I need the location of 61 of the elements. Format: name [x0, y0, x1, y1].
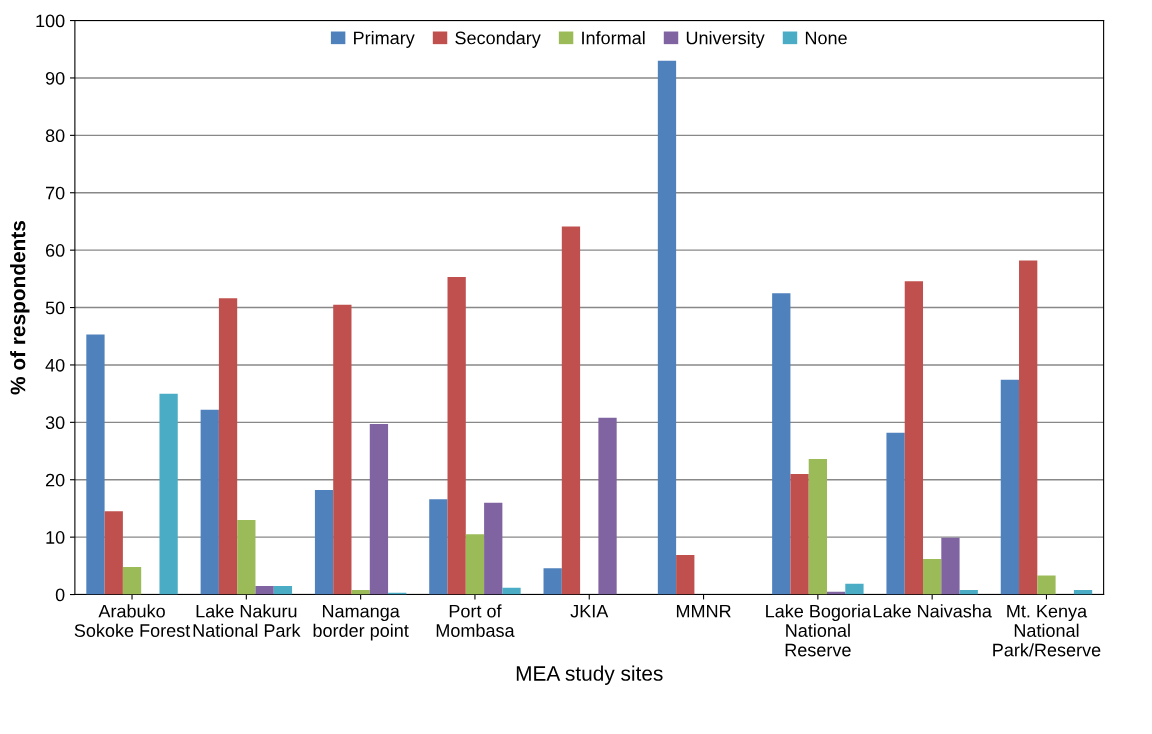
- bar: [104, 511, 123, 595]
- bar: [941, 537, 960, 595]
- bar: [369, 424, 389, 595]
- y-tick-label: 100: [36, 14, 65, 28]
- bar: [657, 60, 677, 595]
- y-tick-label: 60: [45, 244, 65, 257]
- legend-label: University: [686, 31, 765, 48]
- bar: [484, 502, 503, 595]
- bar: [86, 334, 105, 595]
- bar: [561, 226, 581, 595]
- bar: [237, 519, 256, 595]
- y-tick-label: 20: [45, 473, 65, 487]
- bar: [1037, 575, 1056, 595]
- bar: [1019, 260, 1038, 595]
- bar: [502, 587, 521, 595]
- x-tick-label: Arabuko Sokoke Forest: [74, 604, 191, 637]
- x-tick-label: Port of Mombasa: [436, 604, 515, 637]
- legend-label: Secondary: [455, 31, 541, 48]
- bar: [886, 432, 905, 595]
- bar: [904, 281, 924, 595]
- bar: [351, 589, 370, 595]
- y-axis-title: % of respondents: [10, 221, 30, 395]
- x-axis-title: MEA study sites: [516, 665, 663, 685]
- bar: [845, 583, 864, 595]
- bar: [333, 304, 352, 595]
- bar: [923, 558, 942, 595]
- bar: [676, 554, 695, 595]
- bar: [200, 409, 219, 595]
- x-tick-label: MMNR: [676, 604, 731, 618]
- x-tick-label: Lake Bogoria National Reserve: [766, 604, 872, 657]
- bar: [314, 490, 334, 595]
- legend-label: Primary: [354, 31, 415, 48]
- bar: [808, 459, 827, 595]
- bar: [1000, 379, 1020, 595]
- y-tick-label: 90: [45, 71, 65, 85]
- bar: [122, 566, 142, 595]
- bar: [790, 474, 809, 595]
- y-tick-label: 50: [45, 301, 65, 315]
- x-tick-label: Lake Nakuru National Park: [193, 604, 301, 637]
- bar: [598, 417, 617, 595]
- x-tick-label: Mt. Kenya National Park/Reserve: [993, 604, 1101, 657]
- bar: [465, 534, 485, 595]
- bar: [255, 585, 274, 595]
- y-tick-label: 70: [46, 186, 65, 200]
- y-tick-label: 30: [45, 416, 65, 430]
- legend-label: Informal: [582, 31, 645, 45]
- bar: [447, 277, 466, 595]
- y-tick-label: 0: [55, 588, 65, 602]
- x-tick-label: Namanga border point: [313, 604, 409, 641]
- x-tick-label: JKIA: [570, 604, 609, 618]
- y-tick-label: 40: [45, 358, 65, 372]
- legend-label: None: [805, 31, 847, 45]
- bar: [772, 293, 791, 595]
- bar: [273, 585, 293, 595]
- bar: [159, 393, 178, 595]
- y-tick-label: 80: [45, 129, 65, 143]
- bar: [429, 499, 448, 595]
- bar: [218, 298, 238, 595]
- y-tick-label: 10: [46, 531, 65, 544]
- bar: [543, 568, 562, 595]
- x-tick-label: Lake Naivasha: [873, 604, 992, 618]
